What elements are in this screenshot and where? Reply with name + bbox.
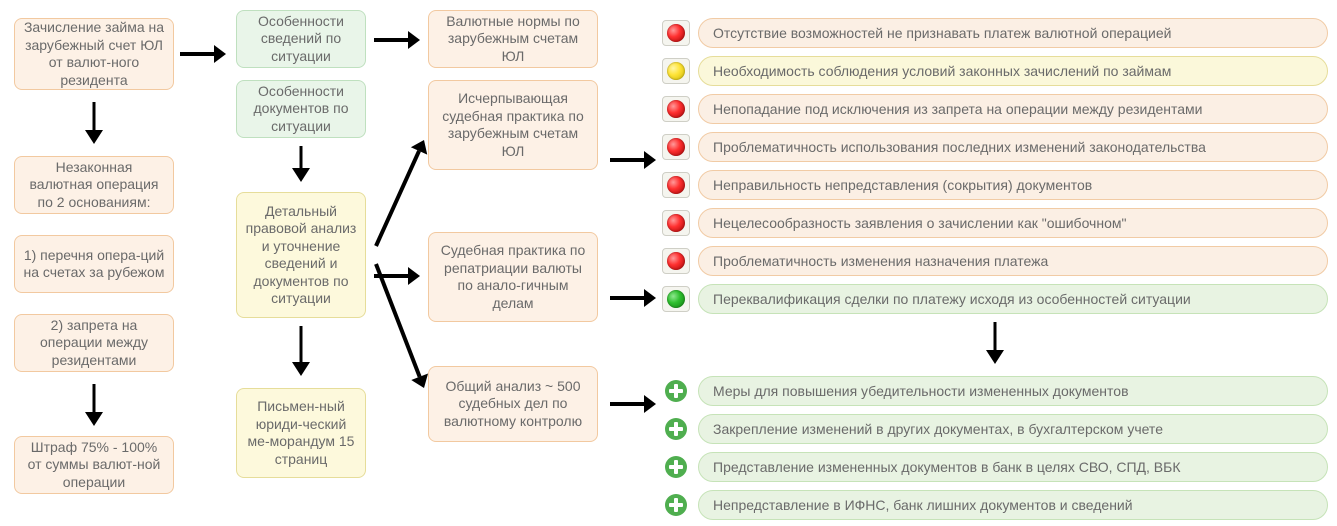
flow-box-b1: Зачисление займа на зарубежный счет ЮЛ о… xyxy=(14,18,174,90)
status-light-red xyxy=(662,248,690,274)
action-pill-label: Меры для повышения убедительности измене… xyxy=(713,383,1129,400)
flow-box-label: 1) перечня опера-ций на счетах за рубежо… xyxy=(23,247,165,282)
status-dot-icon xyxy=(667,62,685,80)
status-pill: Переквалификация сделки по платежу исход… xyxy=(698,284,1328,314)
status-pill-label: Отсутствие возможностей не признавать пл… xyxy=(713,25,1171,42)
flow-box-b5: Штраф 75% - 100% от суммы валют-ной опер… xyxy=(14,436,174,494)
status-pill-label: Проблематичность использования последних… xyxy=(713,139,1206,156)
arrow-diag-icon xyxy=(366,130,434,256)
flow-box-d2: Исчерпывающая судебная практика по заруб… xyxy=(428,80,598,170)
status-pill: Неправильность непредставления (сокрытия… xyxy=(698,170,1328,200)
flow-box-d1: Валютные нормы по зарубежным счетам ЮЛ xyxy=(428,10,598,68)
arrow-down-icon xyxy=(289,326,313,376)
status-pill-label: Непопадание под исключения из запрета на… xyxy=(713,101,1203,118)
arrow-down-icon xyxy=(983,322,1007,364)
arrow-right-icon xyxy=(374,28,420,52)
status-dot-icon xyxy=(667,24,685,42)
flow-box-label: 2) запрета на операции между резидентами xyxy=(23,317,165,370)
flow-box-label: Особенности документов по ситуации xyxy=(245,83,357,136)
status-pill: Проблематичность изменения назначения пл… xyxy=(698,246,1328,276)
status-light-red xyxy=(662,172,690,198)
flow-box-label: Штраф 75% - 100% от суммы валют-ной опер… xyxy=(23,439,165,492)
status-dot-icon xyxy=(667,176,685,194)
flow-box-c2: Особенности документов по ситуации xyxy=(236,80,366,138)
action-pill: Закрепление изменений в других документа… xyxy=(698,414,1328,444)
flow-box-label: Особенности сведений по ситуации xyxy=(245,13,357,66)
action-pill: Меры для повышения убедительности измене… xyxy=(698,376,1328,406)
status-pill-label: Проблематичность изменения назначения пл… xyxy=(713,253,1048,270)
status-light-red xyxy=(662,134,690,160)
status-light-red xyxy=(662,210,690,236)
status-pill-label: Неправильность непредставления (сокрытия… xyxy=(713,177,1092,194)
flow-box-b2: Незаконная валютная операция по 2 основа… xyxy=(14,156,174,214)
flow-box-label: Исчерпывающая судебная практика по заруб… xyxy=(437,90,589,160)
status-pill: Необходимость соблюдения условий законны… xyxy=(698,56,1328,86)
plus-icon xyxy=(664,417,688,441)
status-light-green xyxy=(662,286,690,312)
flow-box-b3: 1) перечня опера-ций на счетах за рубежо… xyxy=(14,235,174,293)
status-light-red xyxy=(662,20,690,46)
arrow-right-icon xyxy=(180,42,226,66)
action-pill-label: Закрепление изменений в других документа… xyxy=(713,421,1163,438)
status-dot-icon xyxy=(667,138,685,156)
arrow-down-icon xyxy=(82,384,106,426)
action-pill-label: Представление измененных документов в ба… xyxy=(713,459,1180,476)
status-pill: Проблематичность использования последних… xyxy=(698,132,1328,162)
status-dot-icon xyxy=(667,290,685,308)
status-dot-icon xyxy=(667,252,685,270)
status-pill: Нецелесообразность заявления о зачислени… xyxy=(698,208,1328,238)
flow-box-label: Письмен-ный юриди-ческий ме-морандум 15 … xyxy=(245,398,357,468)
flow-box-label: Детальный правовой анализ и уточнение св… xyxy=(245,203,357,308)
status-pill-label: Переквалификация сделки по платежу исход… xyxy=(713,291,1191,308)
status-light-yellow xyxy=(662,58,690,84)
plus-icon xyxy=(664,455,688,479)
status-light-red xyxy=(662,96,690,122)
arrow-right-icon xyxy=(610,148,656,172)
status-pill: Непопадание под исключения из запрета на… xyxy=(698,94,1328,124)
arrow-right-icon xyxy=(610,286,656,310)
action-pill: Представление измененных документов в ба… xyxy=(698,452,1328,482)
status-pill: Отсутствие возможностей не признавать пл… xyxy=(698,18,1328,48)
arrow-down-icon xyxy=(289,146,313,182)
action-pill-label: Непредставление в ИФНС, банк лишних доку… xyxy=(713,497,1133,514)
status-dot-icon xyxy=(667,100,685,118)
action-pill: Непредставление в ИФНС, банк лишних доку… xyxy=(698,490,1328,520)
plus-icon xyxy=(664,493,688,517)
flow-box-c4: Письмен-ный юриди-ческий ме-морандум 15 … xyxy=(236,388,366,478)
flow-box-label: Валютные нормы по зарубежным счетам ЮЛ xyxy=(437,13,589,66)
plus-icon xyxy=(664,379,688,403)
flow-box-label: Незаконная валютная операция по 2 основа… xyxy=(23,159,165,212)
flow-box-label: Зачисление займа на зарубежный счет ЮЛ о… xyxy=(23,19,165,89)
flow-box-d3: Судебная практика по репатриации валюты … xyxy=(428,232,598,322)
flow-box-c1: Особенности сведений по ситуации xyxy=(236,10,366,68)
arrow-down-icon xyxy=(82,102,106,144)
flow-box-b4: 2) запрета на операции между резидентами xyxy=(14,314,174,372)
arrow-diag-icon xyxy=(366,254,434,398)
arrow-right-icon xyxy=(610,392,656,416)
flow-box-label: Общий анализ ~ 500 судебных дел по валют… xyxy=(437,378,589,431)
flow-box-c3: Детальный правовой анализ и уточнение св… xyxy=(236,192,366,318)
status-dot-icon xyxy=(667,214,685,232)
status-pill-label: Нецелесообразность заявления о зачислени… xyxy=(713,215,1126,232)
flow-box-d4: Общий анализ ~ 500 судебных дел по валют… xyxy=(428,366,598,442)
flow-box-label: Судебная практика по репатриации валюты … xyxy=(437,242,589,312)
status-pill-label: Необходимость соблюдения условий законны… xyxy=(713,63,1171,80)
